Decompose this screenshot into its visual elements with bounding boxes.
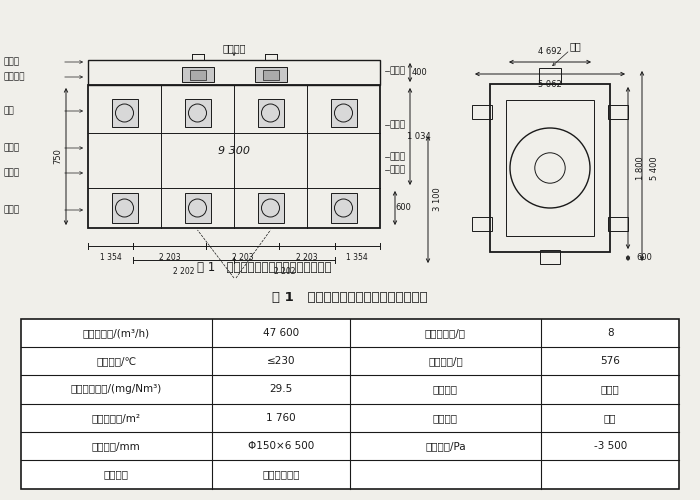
Text: 400: 400: [411, 68, 427, 77]
Text: 出风道: 出风道: [390, 120, 406, 130]
Bar: [88, 60, 380, 85]
Text: 1 760: 1 760: [266, 413, 295, 423]
Text: 滤袋规格/mm: 滤袋规格/mm: [92, 441, 141, 451]
Bar: [490, 84, 610, 252]
Text: 图 1   改造后的烘干机袋除尘器结构示意: 图 1 改造后的烘干机袋除尘器结构示意: [197, 261, 331, 274]
Text: 中隔板: 中隔板: [390, 152, 406, 162]
Text: 出气口: 出气口: [390, 66, 406, 76]
Text: ≤230: ≤230: [267, 356, 295, 366]
Text: 滤袋数量/条: 滤袋数量/条: [428, 356, 463, 366]
Bar: [506, 100, 594, 236]
Text: 反吹风机: 反吹风机: [223, 43, 246, 53]
Text: 室隔板: 室隔板: [390, 166, 406, 174]
Bar: [258, 99, 284, 127]
Text: 2 203: 2 203: [296, 253, 318, 262]
Text: 处理烟气量/(m³/h): 处理烟气量/(m³/h): [83, 328, 150, 338]
Text: 4 692: 4 692: [538, 47, 562, 56]
Text: 2 203: 2 203: [159, 253, 181, 262]
Bar: [185, 193, 211, 223]
Text: 滤袋: 滤袋: [569, 41, 581, 51]
Bar: [185, 99, 211, 127]
Bar: [258, 193, 284, 223]
Text: 600: 600: [636, 254, 652, 262]
Text: 5 400: 5 400: [650, 156, 659, 180]
Text: 除尘器室数/个: 除尘器室数/个: [425, 328, 466, 338]
Text: 1 354: 1 354: [346, 253, 368, 262]
Text: 表 1   改造后烘干机袋除尘器的技术参数: 表 1 改造后烘干机袋除尘器的技术参数: [272, 292, 428, 304]
Text: 1 354: 1 354: [100, 253, 122, 262]
Text: 5 062: 5 062: [538, 80, 562, 89]
Text: 过滤方式: 过滤方式: [433, 413, 458, 423]
Text: 47 600: 47 600: [262, 328, 299, 338]
Text: 出口排放浓度/(mg/Nm³): 出口排放浓度/(mg/Nm³): [71, 384, 162, 394]
Text: 8: 8: [607, 328, 613, 338]
Text: 2 203: 2 203: [232, 253, 253, 262]
Bar: [608, 105, 628, 119]
Bar: [472, 217, 492, 231]
Text: 检修门: 检修门: [4, 144, 20, 152]
Text: 2 202: 2 202: [173, 267, 195, 276]
Text: 反吹风: 反吹风: [601, 384, 620, 394]
Bar: [111, 193, 137, 223]
Text: 29.5: 29.5: [270, 384, 293, 394]
Bar: [190, 70, 206, 80]
Text: 反吹风道: 反吹风道: [4, 72, 25, 82]
Text: 内滤: 内滤: [604, 413, 617, 423]
Text: 1 034: 1 034: [407, 132, 431, 141]
Text: 袋室: 袋室: [4, 106, 15, 116]
Bar: [21, 318, 679, 488]
Text: 进风道: 进风道: [4, 168, 20, 177]
Bar: [608, 217, 628, 231]
Bar: [88, 85, 380, 228]
Text: 提升阀: 提升阀: [4, 58, 20, 66]
Bar: [181, 67, 214, 82]
Bar: [262, 70, 279, 80]
Text: Φ150×6 500: Φ150×6 500: [248, 441, 314, 451]
Text: 滤袋材质: 滤袋材质: [104, 470, 129, 480]
Text: 576: 576: [600, 356, 620, 366]
Text: 进气口: 进气口: [4, 206, 20, 214]
Text: 玻纤覆膜滤布: 玻纤覆膜滤布: [262, 470, 300, 480]
Text: 1 800: 1 800: [636, 156, 645, 180]
Bar: [255, 67, 286, 82]
Bar: [472, 105, 492, 119]
Bar: [540, 250, 560, 264]
Bar: [330, 99, 356, 127]
Bar: [111, 99, 137, 127]
Text: 9 300: 9 300: [218, 146, 250, 156]
Text: 允许耐压/Pa: 允许耐压/Pa: [425, 441, 466, 451]
Text: 清灰方式: 清灰方式: [433, 384, 458, 394]
Text: -3 500: -3 500: [594, 441, 626, 451]
Bar: [330, 193, 356, 223]
Text: 总过滤面积/m²: 总过滤面积/m²: [92, 413, 141, 423]
Text: 750: 750: [53, 148, 62, 164]
Text: 600: 600: [395, 204, 411, 212]
Text: 2 202: 2 202: [274, 267, 295, 276]
Bar: [539, 68, 561, 84]
Text: 3 100: 3 100: [433, 188, 442, 212]
Text: 烟气温度/℃: 烟气温度/℃: [96, 356, 136, 366]
